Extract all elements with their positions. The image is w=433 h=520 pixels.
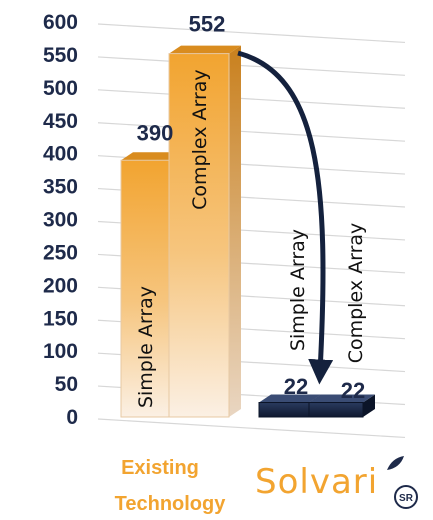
gridline	[97, 23, 406, 44]
y-tick-label: 50	[55, 373, 78, 396]
bar-top	[259, 394, 321, 403]
data-label: 390	[137, 120, 174, 145]
bar	[120, 159, 170, 418]
y-tick-label: 600	[43, 11, 78, 34]
y-tick-label: 350	[43, 176, 78, 199]
bar-series-label: Simple Array	[287, 229, 309, 351]
bar	[258, 402, 310, 418]
solvari-logo: Solvari SR	[255, 456, 418, 509]
category-label-existing-line2: Technology	[115, 493, 227, 515]
bar-series-label: Complex Array	[345, 223, 367, 364]
bars	[120, 45, 375, 418]
bar	[308, 402, 364, 418]
data-label: 22	[284, 374, 308, 399]
gridline	[97, 56, 406, 76]
y-tick-label: 400	[43, 143, 78, 166]
data-label: 552	[189, 12, 226, 37]
data-label: 22	[341, 378, 365, 403]
y-tick-label: 300	[43, 209, 78, 232]
sr-badge-text: SR	[399, 493, 414, 504]
transition-arrow	[237, 50, 334, 385]
y-tick-label: 500	[43, 77, 78, 100]
category-label-existing-line1: Existing	[121, 457, 199, 479]
gridline	[97, 122, 406, 142]
y-tick-label: 200	[43, 274, 78, 297]
bar-series-label: Simple Array	[135, 286, 157, 408]
y-axis: 0 50 100 150 200 250 300 350 400 450 500 550 600	[43, 11, 78, 429]
gridline	[97, 418, 406, 439]
bar-top	[309, 394, 375, 403]
y-tick-label: 100	[43, 340, 78, 363]
bar-series-label: Complex Array	[189, 69, 211, 210]
bar-top	[169, 45, 241, 54]
bar	[168, 53, 230, 418]
data-labels: Simple Array 390 Complex Array 552 Simple Ar…	[135, 12, 367, 408]
bar-top	[121, 152, 181, 161]
y-tick-label: 150	[43, 307, 78, 330]
y-tick-label: 550	[43, 44, 78, 67]
sr-badge-icon	[394, 485, 418, 509]
leaf-icon	[387, 456, 404, 470]
gridline	[97, 89, 406, 109]
bar-side	[229, 45, 241, 417]
y-tick-label: 0	[66, 406, 78, 429]
y-tick-label: 450	[43, 110, 78, 133]
y-tick-label: 250	[43, 241, 78, 264]
bar-side	[363, 394, 375, 417]
solvari-logo-text: Solvari	[255, 462, 378, 502]
